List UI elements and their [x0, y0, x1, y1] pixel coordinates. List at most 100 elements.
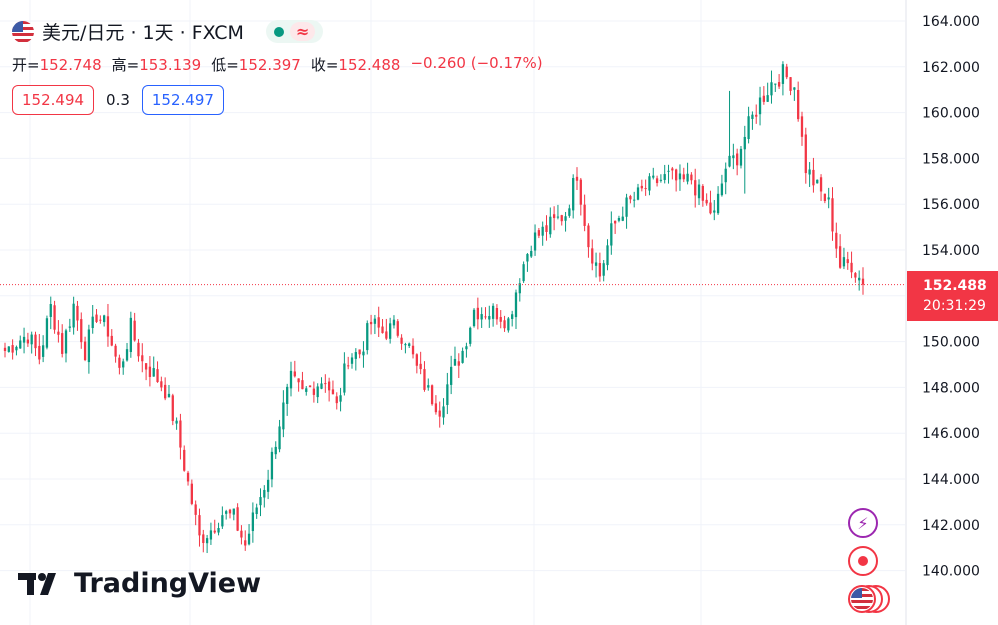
candle[interactable] — [125, 342, 129, 362]
candle[interactable] — [327, 377, 331, 402]
candle[interactable] — [217, 522, 220, 536]
candle[interactable] — [819, 174, 823, 201]
candle[interactable] — [545, 215, 548, 241]
candle[interactable] — [564, 211, 567, 232]
candle[interactable] — [804, 127, 807, 184]
candle[interactable] — [770, 70, 773, 104]
candle[interactable] — [633, 191, 636, 208]
candle[interactable] — [106, 303, 110, 347]
candle[interactable] — [305, 386, 308, 396]
candle[interactable] — [289, 361, 293, 397]
candle[interactable] — [777, 74, 781, 89]
candle[interactable] — [415, 353, 418, 374]
candle[interactable] — [648, 173, 651, 196]
candle[interactable] — [301, 371, 304, 390]
record-button[interactable] — [848, 546, 878, 576]
candle[interactable] — [404, 342, 407, 354]
candle[interactable] — [68, 318, 71, 332]
candle[interactable] — [716, 186, 720, 215]
candle[interactable] — [720, 174, 724, 197]
candle[interactable] — [522, 261, 525, 283]
symbol-header[interactable]: 美元/日元 · 1天 · FXCM ≈ — [12, 18, 324, 45]
candle[interactable] — [87, 324, 91, 374]
candle[interactable] — [141, 343, 144, 373]
candle[interactable] — [167, 384, 171, 398]
candle[interactable] — [373, 314, 377, 335]
candle[interactable] — [366, 320, 369, 355]
candle[interactable] — [751, 111, 754, 130]
candle[interactable] — [49, 296, 52, 330]
candle[interactable] — [190, 479, 193, 506]
candle[interactable] — [671, 166, 674, 180]
candle[interactable] — [842, 247, 846, 270]
candle[interactable] — [91, 305, 94, 334]
candle[interactable] — [244, 530, 247, 551]
candle[interactable] — [697, 179, 701, 206]
flags-button[interactable] — [846, 584, 894, 614]
candle[interactable] — [705, 193, 708, 206]
candle[interactable] — [846, 251, 849, 270]
candle[interactable] — [144, 363, 148, 381]
candle[interactable] — [377, 306, 380, 337]
candle[interactable] — [335, 392, 338, 410]
market-status[interactable]: ≈ — [265, 20, 324, 43]
candle[interactable] — [465, 342, 468, 358]
candle[interactable] — [514, 289, 518, 329]
candle[interactable] — [15, 345, 18, 356]
candle[interactable] — [38, 333, 41, 365]
candle[interactable] — [537, 227, 541, 239]
candle[interactable] — [636, 183, 640, 201]
candle[interactable] — [331, 380, 335, 395]
candle[interactable] — [274, 441, 277, 459]
candle[interactable] — [530, 245, 533, 258]
candle[interactable] — [499, 310, 502, 329]
candle[interactable] — [850, 251, 853, 279]
candle[interactable] — [232, 508, 235, 521]
candle[interactable] — [663, 164, 666, 184]
candle[interactable] — [316, 383, 319, 404]
candle[interactable] — [434, 395, 438, 415]
candle[interactable] — [205, 534, 209, 554]
candle[interactable] — [72, 296, 75, 335]
candle[interactable] — [789, 76, 792, 96]
candle[interactable] — [171, 393, 174, 426]
candle[interactable] — [781, 61, 785, 96]
candle[interactable] — [835, 222, 838, 258]
candle[interactable] — [137, 338, 140, 362]
candle[interactable] — [461, 347, 464, 364]
candle[interactable] — [381, 319, 384, 334]
candle[interactable] — [476, 297, 479, 330]
candle[interactable] — [518, 278, 521, 302]
candle[interactable] — [57, 320, 60, 343]
candle[interactable] — [732, 143, 735, 170]
candle[interactable] — [800, 111, 804, 146]
candle[interactable] — [270, 447, 274, 488]
candle[interactable] — [64, 328, 68, 363]
candle[interactable] — [827, 187, 830, 209]
candle[interactable] — [419, 351, 422, 375]
candle[interactable] — [286, 383, 289, 416]
candle[interactable] — [861, 267, 865, 295]
candle[interactable] — [572, 174, 575, 219]
tradingview-logo[interactable]: TradingView — [18, 568, 261, 599]
candle[interactable] — [251, 502, 255, 543]
candle[interactable] — [495, 304, 499, 325]
lightning-button[interactable]: ⚡ — [848, 508, 878, 538]
candle[interactable] — [240, 525, 243, 545]
candle[interactable] — [99, 315, 102, 324]
candle[interactable] — [358, 349, 361, 359]
candle[interactable] — [347, 356, 350, 370]
candle[interactable] — [701, 184, 704, 207]
candle[interactable] — [823, 193, 827, 204]
candle[interactable] — [511, 310, 514, 327]
candle[interactable] — [293, 360, 296, 378]
candle[interactable] — [118, 354, 121, 375]
candle[interactable] — [427, 378, 430, 391]
candle[interactable] — [533, 224, 537, 256]
candle[interactable] — [411, 338, 415, 359]
candle[interactable] — [442, 398, 445, 425]
candle[interactable] — [762, 86, 765, 105]
candle[interactable] — [724, 162, 727, 195]
candle[interactable] — [736, 148, 739, 176]
candle[interactable] — [682, 167, 685, 183]
